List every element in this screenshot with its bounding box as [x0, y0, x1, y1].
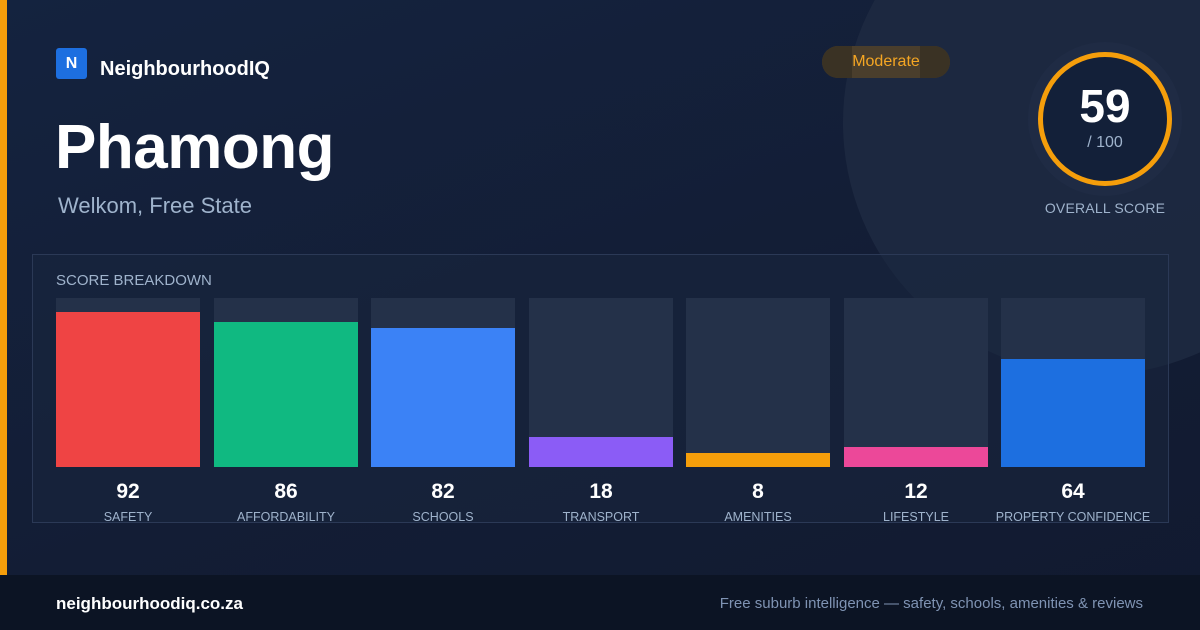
bar-label: SCHOOLS — [412, 510, 474, 524]
bar-track — [56, 298, 200, 467]
accent-bar — [0, 0, 7, 575]
brand-name: NeighbourhoodIQ — [100, 58, 270, 80]
place-title: Phamong — [55, 113, 334, 182]
bar-fill — [371, 328, 515, 467]
bar-label: LIFESTYLE — [883, 510, 949, 524]
overall-score-ring: 59 / 100 — [1028, 42, 1182, 196]
footer-tagline: Free suburb intelligence — safety, schoo… — [719, 595, 1143, 612]
place-region: Welkom, Free State — [58, 193, 252, 218]
overall-score-label: OVERALL SCORE — [1044, 200, 1166, 216]
bar-value: 92 — [116, 480, 140, 503]
bar-track — [214, 298, 358, 467]
bar-value: 64 — [1061, 480, 1085, 503]
score-breakdown-panel: SCORE BREAKDOWN 92 SAFETY 86 AFFORDABILITY 8… — [32, 254, 1169, 524]
bar-track — [844, 298, 988, 467]
bar-fill — [56, 312, 200, 467]
bar-track — [1001, 298, 1145, 467]
bar-label: SAFETY — [103, 510, 153, 524]
rating-badge-label: Moderate — [852, 53, 920, 70]
footer: neighbourhoodiq.co.za Free suburb intell… — [0, 575, 1200, 630]
score-ring — [1038, 52, 1172, 186]
bar-label: AFFORDABILITY — [237, 510, 335, 524]
footer-domain[interactable]: neighbourhoodiq.co.za — [56, 594, 243, 613]
bar-track — [529, 298, 673, 467]
bar-value: 82 — [431, 480, 455, 503]
overall-score-value: 59 — [1079, 80, 1131, 132]
rating-badge: Moderate — [822, 46, 950, 78]
overall-score-max: / 100 — [1087, 134, 1123, 151]
bar-fill — [214, 322, 358, 467]
bar-label: AMENITIES — [724, 510, 792, 524]
bar-fill — [844, 447, 988, 467]
bar-value: 86 — [274, 480, 298, 503]
brand-logo-icon: N — [56, 48, 87, 79]
bar-value: 18 — [589, 480, 613, 503]
bar-value: 8 — [752, 480, 764, 503]
bar-label: TRANSPORT — [562, 510, 640, 524]
bar-track — [686, 298, 830, 467]
bar-track — [371, 298, 515, 467]
brand[interactable]: N NeighbourhoodIQ — [56, 46, 270, 81]
bar-label: PROPERTY CONFIDENCE — [995, 510, 1151, 524]
breakdown-title: SCORE BREAKDOWN — [56, 272, 212, 289]
bar-fill — [529, 437, 673, 467]
bar-fill — [686, 453, 830, 467]
bar-fill — [1001, 359, 1145, 467]
breakdown-bars: 92 SAFETY 86 AFFORDABILITY 82 SCHOOLS 18 TRANSP… — [33, 255, 1168, 524]
bar-value: 12 — [904, 480, 928, 503]
